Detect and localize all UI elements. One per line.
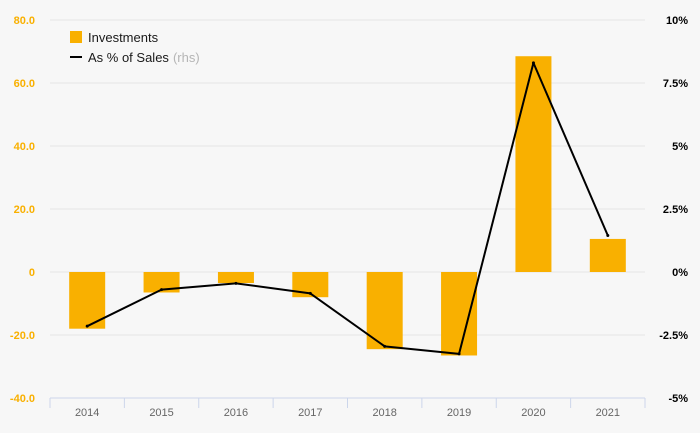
line-point [531,61,535,65]
line-point [383,344,387,348]
legend-label-investments: Investments [88,29,159,45]
series-line-percent-of-sales [86,61,609,355]
y-right-tick-label: 2.5% [663,204,688,216]
x-tick-label: 2017 [298,407,322,419]
line-point [85,324,89,328]
line-point [457,352,461,356]
x-tick-label: 2014 [75,407,99,419]
bar [441,272,478,356]
line-point [606,233,610,237]
line-point [160,288,164,292]
y-left-tick-label: -20.0 [10,330,35,342]
bar-swatch-icon [70,31,82,43]
x-tick-label: 2015 [149,407,173,419]
legend-item-percent-of-sales[interactable]: As % of Sales (rhs) [70,47,200,67]
legend-label-percent-of-sales: As % of Sales [88,49,169,65]
y-right-tick-label: 7.5% [663,78,688,90]
y-left-tick-label: 80.0 [14,15,35,27]
x-tick-label: 2016 [224,407,248,419]
y-right-tick-label: -2.5% [659,330,688,342]
line-point [308,291,312,295]
y-right-tick-label: 5% [672,141,688,153]
line-swatch-icon [70,56,82,58]
y-left-tick-label: 0 [29,267,35,279]
x-tick-label: 2019 [447,407,471,419]
legend-rhs-note: (rhs) [172,49,200,65]
bar [217,272,254,284]
y-left-tick-label: 20.0 [14,204,35,216]
x-tick-label: 2020 [521,407,545,419]
legend: Investments As % of Sales (rhs) [70,27,200,67]
line-point [234,281,238,285]
legend-item-investments[interactable]: Investments [70,27,200,47]
bar [515,56,552,272]
x-tick-label: 2021 [596,407,620,419]
x-tick-label: 2018 [372,407,396,419]
y-left-tick-label: -40.0 [10,393,35,405]
y-left-tick-label: 60.0 [14,78,35,90]
y-right-tick-label: 10% [666,15,688,27]
y-right-tick-label: -5% [668,393,688,405]
bar [366,272,403,350]
y-right-tick-label: 0% [672,267,688,279]
bar [589,238,626,272]
y-left-tick-label: 40.0 [14,141,35,153]
bar [143,272,180,293]
